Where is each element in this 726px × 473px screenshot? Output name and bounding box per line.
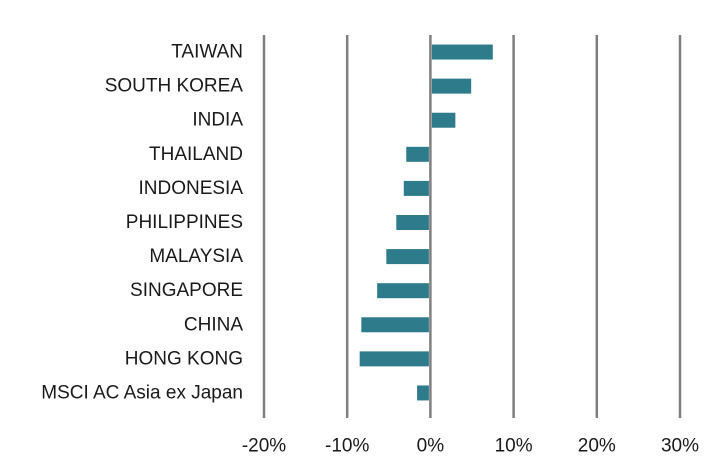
bar-taiwan: [431, 44, 493, 60]
bar-philippines: [396, 215, 429, 230]
category-label: SOUTH KOREA: [105, 76, 244, 97]
bars: [359, 44, 493, 401]
category-labels: TAIWAN SOUTH KOREA INDIA THAILAND INDONESIA P…: [41, 42, 243, 404]
category-label: INDONESIA: [138, 178, 243, 199]
x-tick-label: 20%: [578, 436, 616, 457]
category-label: SINGAPORE: [130, 280, 243, 301]
category-label: PHILIPPINES: [126, 212, 243, 233]
x-tick-label: -10%: [325, 436, 369, 457]
category-label: MSCI AC Asia ex Japan: [41, 382, 243, 403]
bar-indonesia: [403, 180, 429, 196]
bar-thailand: [406, 146, 429, 162]
x-tick-label: 0%: [417, 436, 445, 457]
category-label: CHINA: [184, 314, 243, 335]
gridlines: [262, 35, 682, 418]
bar-india: [431, 112, 456, 128]
bar-msci-ac-asia-ex-japan: [417, 385, 429, 401]
x-tick-label: 30%: [661, 436, 699, 457]
category-label: THAILAND: [149, 144, 243, 165]
bar-singapore: [377, 283, 429, 299]
bar-malaysia: [386, 249, 429, 265]
category-label: TAIWAN: [171, 42, 243, 63]
category-label: HONG KONG: [125, 348, 243, 369]
x-tick-label: -20%: [242, 436, 286, 457]
category-label: INDIA: [192, 110, 243, 131]
category-label: MALAYSIA: [149, 246, 243, 267]
bar-hong-kong: [359, 351, 429, 367]
tick-labels: -20% -10% 0% 10% 20% 30%: [242, 436, 699, 457]
bar-china: [361, 317, 429, 333]
x-tick-label: 10%: [495, 436, 533, 457]
bar-south-korea: [431, 78, 472, 94]
